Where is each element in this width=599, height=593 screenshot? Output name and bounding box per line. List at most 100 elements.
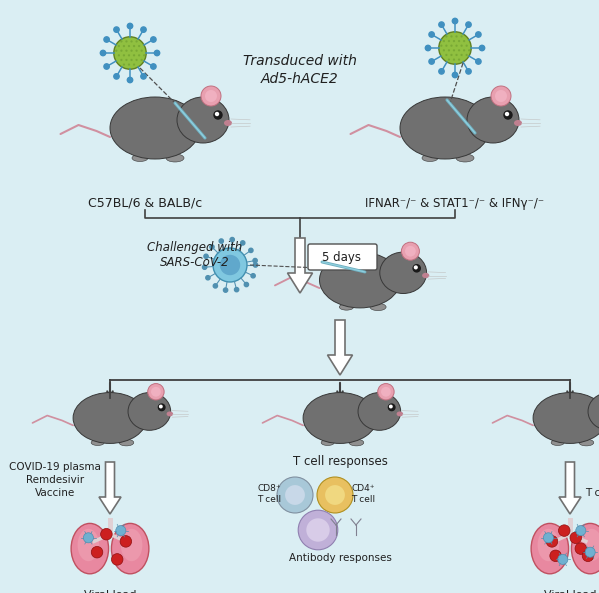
- Circle shape: [448, 59, 450, 60]
- Text: IFNAR⁻/⁻
STAT1⁻/⁻
T cell depletion: IFNAR⁻/⁻ STAT1⁻/⁻ T cell depletion: [585, 462, 599, 498]
- Circle shape: [138, 54, 140, 56]
- Circle shape: [582, 550, 594, 562]
- Ellipse shape: [224, 120, 232, 126]
- Circle shape: [143, 54, 146, 56]
- Circle shape: [429, 32, 434, 37]
- Circle shape: [277, 477, 313, 513]
- Circle shape: [135, 50, 138, 52]
- Ellipse shape: [151, 387, 161, 397]
- Circle shape: [216, 113, 219, 116]
- Circle shape: [452, 18, 458, 24]
- Circle shape: [448, 49, 450, 52]
- Text: CD8⁺
T cell: CD8⁺ T cell: [257, 484, 281, 503]
- Circle shape: [223, 288, 228, 292]
- Circle shape: [125, 59, 128, 61]
- Ellipse shape: [111, 524, 149, 574]
- Circle shape: [543, 533, 553, 543]
- Text: Viral load: Viral load: [84, 590, 136, 593]
- Circle shape: [104, 37, 109, 42]
- Ellipse shape: [588, 393, 599, 431]
- Circle shape: [476, 59, 481, 64]
- Ellipse shape: [581, 529, 599, 561]
- Circle shape: [285, 485, 305, 505]
- Text: Challenged with
SARS-CoV-2: Challenged with SARS-CoV-2: [147, 241, 243, 269]
- Circle shape: [120, 50, 123, 52]
- Ellipse shape: [321, 440, 334, 445]
- Circle shape: [220, 255, 240, 275]
- Circle shape: [439, 69, 444, 74]
- Ellipse shape: [166, 154, 184, 162]
- Circle shape: [202, 265, 207, 269]
- Circle shape: [317, 477, 353, 513]
- Ellipse shape: [128, 393, 171, 431]
- Ellipse shape: [370, 304, 386, 311]
- Circle shape: [244, 282, 249, 286]
- Ellipse shape: [73, 393, 147, 444]
- Circle shape: [452, 72, 458, 78]
- Circle shape: [151, 64, 156, 69]
- Ellipse shape: [339, 304, 353, 310]
- Circle shape: [445, 54, 447, 56]
- Circle shape: [439, 22, 444, 27]
- Circle shape: [455, 36, 458, 37]
- Circle shape: [575, 543, 586, 554]
- Circle shape: [466, 69, 471, 74]
- Circle shape: [461, 36, 462, 37]
- Circle shape: [429, 59, 434, 64]
- Circle shape: [114, 27, 119, 32]
- Circle shape: [219, 239, 223, 243]
- Circle shape: [138, 45, 140, 47]
- Ellipse shape: [397, 412, 403, 416]
- Circle shape: [141, 50, 143, 52]
- Circle shape: [443, 49, 445, 52]
- Text: Transduced with
Ad5-hACE2: Transduced with Ad5-hACE2: [243, 55, 357, 85]
- Circle shape: [128, 54, 130, 56]
- Ellipse shape: [110, 97, 200, 159]
- Text: T cell responses: T cell responses: [292, 455, 388, 468]
- Ellipse shape: [71, 524, 108, 574]
- Circle shape: [116, 525, 126, 535]
- Circle shape: [325, 485, 345, 505]
- Circle shape: [125, 50, 128, 52]
- Ellipse shape: [319, 252, 401, 308]
- Circle shape: [135, 59, 138, 61]
- Circle shape: [468, 49, 470, 52]
- Circle shape: [413, 264, 420, 272]
- Circle shape: [131, 50, 132, 52]
- Circle shape: [141, 27, 146, 32]
- Ellipse shape: [456, 154, 474, 162]
- Circle shape: [458, 49, 460, 52]
- Circle shape: [114, 37, 146, 69]
- Circle shape: [234, 288, 239, 292]
- Circle shape: [453, 49, 455, 52]
- Circle shape: [576, 525, 586, 535]
- Circle shape: [450, 36, 453, 37]
- Circle shape: [123, 63, 125, 66]
- Text: COVID-19 plasma
Remdesivir
Vaccine: COVID-19 plasma Remdesivir Vaccine: [9, 462, 101, 498]
- Ellipse shape: [495, 90, 507, 102]
- Circle shape: [445, 36, 447, 37]
- Ellipse shape: [303, 393, 377, 444]
- Circle shape: [585, 547, 595, 557]
- FancyBboxPatch shape: [308, 244, 377, 270]
- Text: Viral load: Viral load: [544, 590, 596, 593]
- Circle shape: [253, 259, 257, 263]
- Circle shape: [253, 263, 258, 267]
- Circle shape: [453, 59, 455, 60]
- Circle shape: [558, 525, 570, 536]
- Circle shape: [506, 113, 509, 116]
- Circle shape: [461, 54, 462, 56]
- Circle shape: [114, 74, 119, 79]
- Circle shape: [125, 40, 128, 43]
- Circle shape: [439, 32, 471, 64]
- Ellipse shape: [533, 393, 599, 444]
- Circle shape: [463, 40, 465, 42]
- Circle shape: [504, 111, 512, 119]
- Circle shape: [213, 248, 247, 282]
- Ellipse shape: [400, 97, 490, 159]
- Circle shape: [118, 45, 120, 47]
- Circle shape: [141, 59, 143, 61]
- Circle shape: [123, 54, 125, 56]
- Circle shape: [388, 404, 395, 410]
- Circle shape: [206, 276, 210, 280]
